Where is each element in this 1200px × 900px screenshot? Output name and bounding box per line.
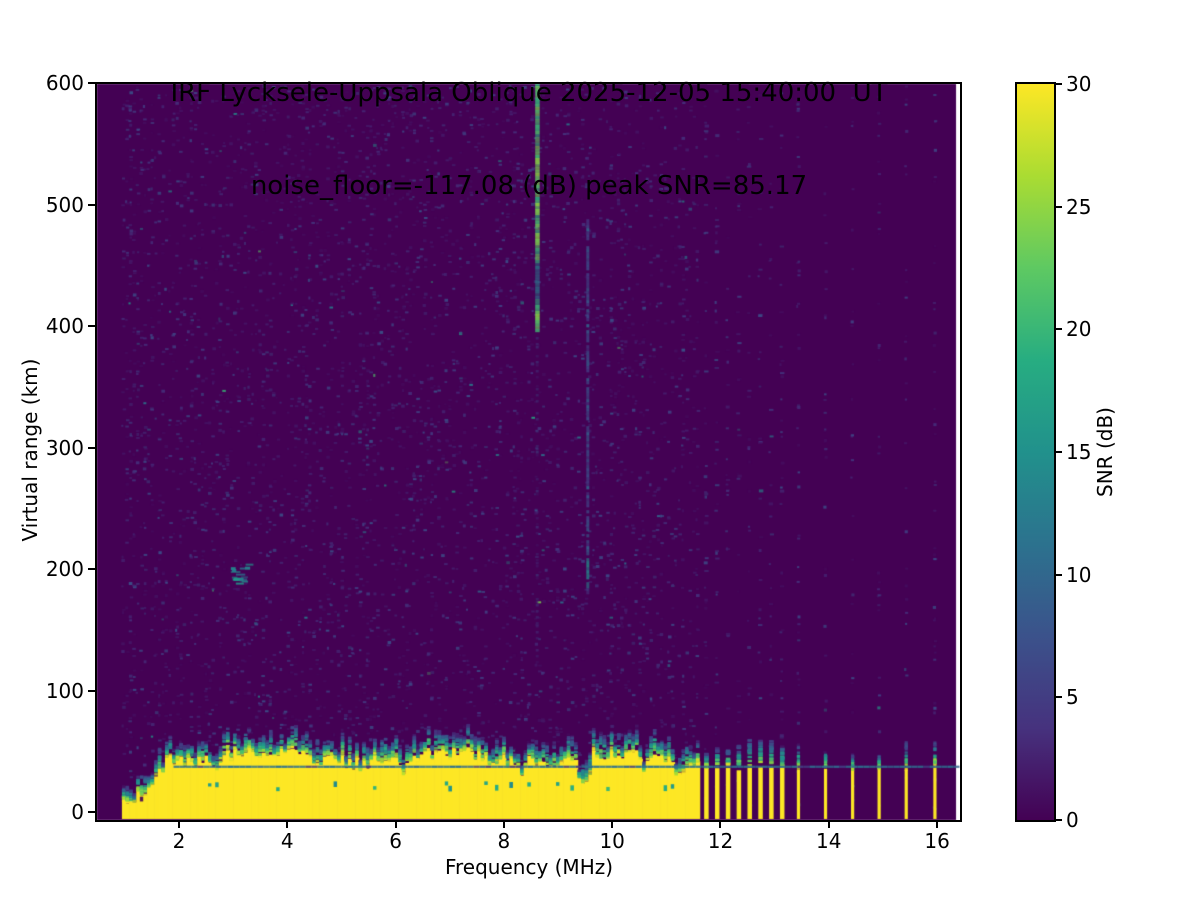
y-tick-label: 600 [45, 71, 84, 95]
x-tick-mark [611, 821, 614, 828]
x-tick-label: 10 [599, 829, 625, 853]
x-tick-mark [936, 821, 939, 828]
x-tick-label: 14 [816, 829, 842, 853]
chart-title: IRF Lycksele-Uppsala Oblique 2025-12-05 … [129, 16, 929, 264]
colorbar-tick-label: 15 [1066, 440, 1092, 464]
colorbar-tick-mark [1056, 451, 1062, 453]
y-tick-mark [88, 82, 95, 84]
x-tick-label: 8 [497, 829, 511, 853]
x-tick-mark [394, 821, 397, 828]
colorbar-tick-label: 25 [1066, 194, 1092, 219]
y-tick-label: 300 [45, 435, 84, 460]
y-tick-label: 100 [45, 678, 84, 703]
plot-frame [95, 82, 962, 822]
x-tick-label: 6 [389, 829, 402, 853]
colorbar-tick-mark [1056, 819, 1062, 821]
y-tick-label: 500 [45, 192, 84, 217]
y-tick-mark [88, 811, 95, 814]
colorbar-tick-label: 20 [1066, 317, 1092, 342]
y-tick-mark [88, 203, 95, 206]
x-tick-mark [502, 821, 505, 828]
x-tick-label: 2 [172, 829, 186, 853]
chart-title-line1: IRF Lycksele-Uppsala Oblique 2025-12-05 … [170, 78, 888, 108]
colorbar-tick-mark [1056, 205, 1062, 208]
x-axis-label: Frequency (MHz) [444, 855, 614, 879]
y-tick-mark [88, 446, 95, 449]
y-tick-mark [88, 689, 95, 692]
y-tick-mark [88, 325, 95, 328]
x-tick-label: 12 [707, 829, 734, 853]
x-tick-mark [286, 821, 289, 828]
x-tick-mark [827, 821, 830, 828]
y-tick-label: 400 [45, 314, 84, 339]
colorbar-tick-label: 0 [1066, 808, 1079, 832]
colorbar-tick-label: 10 [1066, 562, 1092, 587]
x-tick-label: 4 [280, 829, 294, 853]
colorbar-tick-mark [1056, 328, 1062, 331]
colorbar-tick-mark [1056, 573, 1062, 576]
x-tick-mark [177, 821, 180, 828]
x-tick-mark [719, 821, 722, 828]
colorbar-gradient [1015, 82, 1056, 822]
colorbar-tick-mark [1056, 83, 1062, 85]
colorbar-tick-label: 30 [1066, 72, 1092, 96]
x-tick-label: 16 [924, 829, 950, 853]
chart-title-line2: noise_floor=-117.08 (dB) peak SNR=85.17 [250, 171, 808, 201]
y-axis-label: Virtual range (km) [18, 358, 42, 542]
colorbar-tick-label: 5 [1066, 685, 1079, 710]
colorbar-tick-mark [1056, 696, 1062, 699]
y-tick-label: 0 [71, 800, 84, 825]
y-tick-mark [88, 568, 95, 571]
colorbar-label: SNR (dB) [1093, 407, 1117, 497]
y-tick-label: 200 [45, 557, 84, 582]
